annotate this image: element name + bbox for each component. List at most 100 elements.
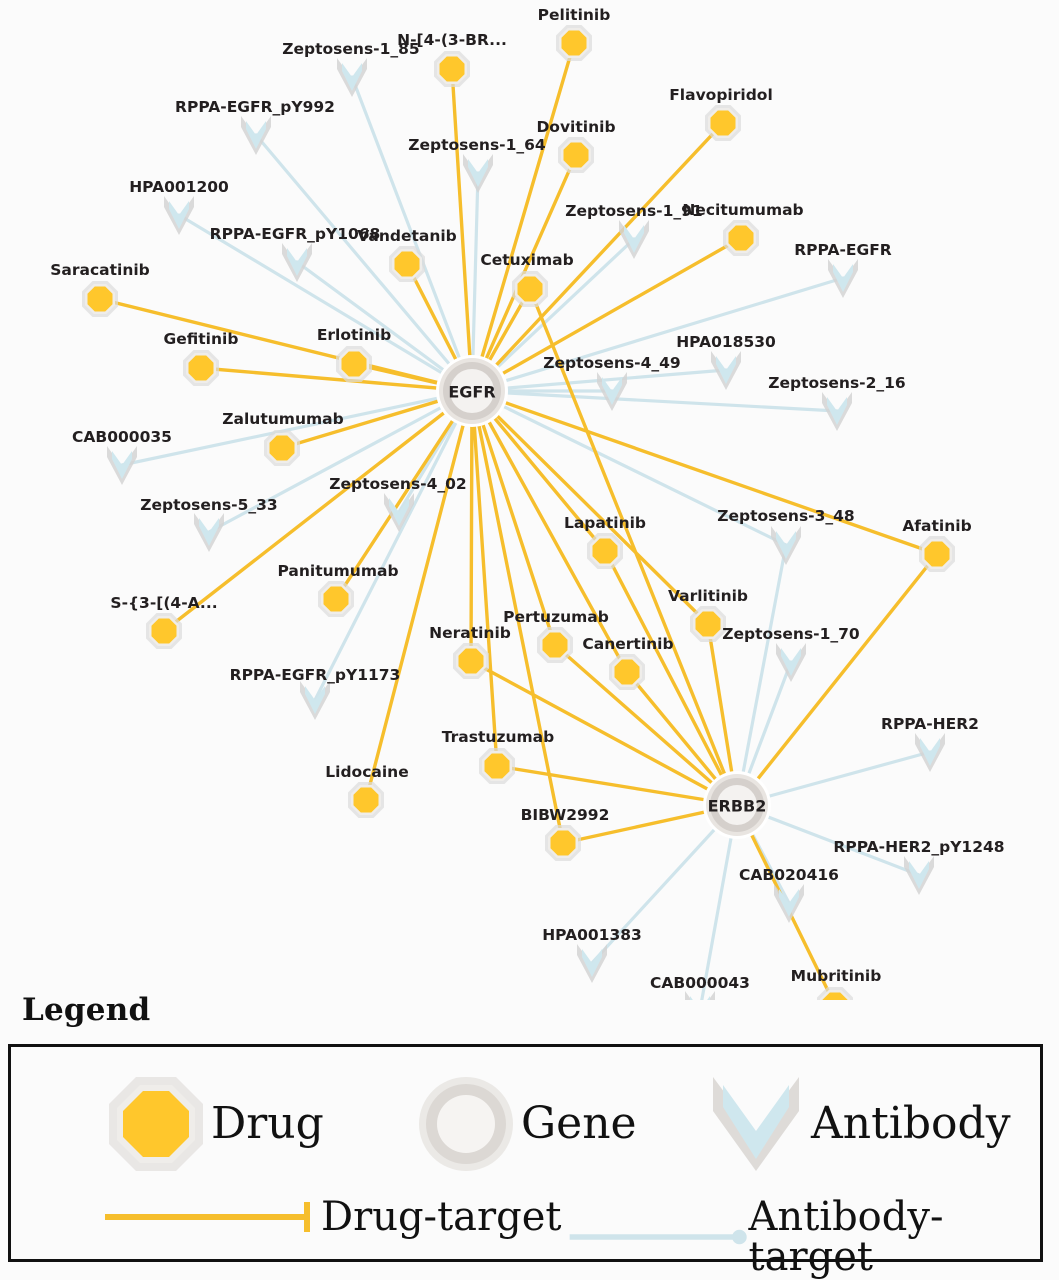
legend-title: Legend xyxy=(22,992,151,1028)
drug-node xyxy=(512,271,548,307)
legend-item-gene: Gene xyxy=(411,1069,637,1179)
antibody-label: HPA001383 xyxy=(542,926,642,944)
drug-node xyxy=(723,220,759,256)
drug-node xyxy=(264,430,300,466)
drug-target-edge xyxy=(470,389,499,768)
drug-node xyxy=(558,137,594,173)
antibody-label: HPA001200 xyxy=(129,178,229,196)
drug-target-edge xyxy=(470,236,743,393)
antibody-node xyxy=(619,220,649,259)
drug-label: Pertuzumab xyxy=(503,608,609,626)
drug-label: Zalutumumab xyxy=(222,410,343,428)
antibody-target-edge xyxy=(470,276,845,393)
drug-label: Erlotinib xyxy=(317,326,391,344)
drug-label: BIBW2992 xyxy=(521,806,610,824)
antibody-label: Zeptosens-4_02 xyxy=(329,475,466,493)
antibody-label: RPPA-HER2 xyxy=(881,715,979,733)
antibody-target-edge xyxy=(700,803,739,1000)
drug-label: Canertinib xyxy=(582,635,673,653)
antibody-node xyxy=(241,116,271,155)
drug-target-edge xyxy=(470,389,939,556)
antibody-node xyxy=(164,196,194,235)
drug-target-edge xyxy=(162,389,474,633)
drug-label: Dovitinib xyxy=(536,118,615,136)
drug-node xyxy=(537,627,573,663)
drug-node xyxy=(919,536,955,572)
drug-node xyxy=(82,281,118,317)
legend-label-drug-target: Drug-target xyxy=(321,1194,562,1240)
drug-label: Varlitinib xyxy=(668,587,748,605)
drug-label: Gefitinib xyxy=(164,330,239,348)
drug-target-edge xyxy=(450,67,474,393)
antibody-target-edge xyxy=(120,389,474,467)
drug-target-edge xyxy=(469,389,474,663)
legend-label-drug: Drug xyxy=(211,1098,324,1149)
drug-target-edge xyxy=(470,389,565,845)
drug-target-edge xyxy=(470,389,710,626)
octagon-icon xyxy=(109,1077,203,1171)
antibody-node xyxy=(107,446,137,485)
antibody-label: RPPA-HER2_pY1248 xyxy=(833,838,1004,856)
drug-node xyxy=(556,25,592,61)
drug-target-edge xyxy=(364,389,474,802)
legend-label-antibody: Antibody xyxy=(811,1098,1011,1149)
drug-label: Mubritinib xyxy=(791,967,882,985)
gene-nodes xyxy=(436,355,771,839)
drug-label: Cetuximab xyxy=(480,251,573,269)
antibody-target-edges xyxy=(120,75,932,1000)
antibody-node xyxy=(904,856,934,895)
antibody-label: RPPA-EGFR_pY992 xyxy=(175,98,335,116)
drug-node xyxy=(587,533,623,569)
antibody-target-edge xyxy=(590,803,739,965)
antibody-label: CAB020416 xyxy=(739,866,839,884)
antibody-node xyxy=(711,351,741,390)
drug-node xyxy=(705,105,741,141)
antibody-target-edge xyxy=(207,389,474,534)
antibody-label: CAB000043 xyxy=(650,974,750,992)
drug-label: Afatinib xyxy=(902,517,971,535)
antibody-node xyxy=(282,243,312,282)
antibody-label: RPPA-EGFR_pY1173 xyxy=(230,666,401,684)
antibody-target-edge xyxy=(313,389,474,702)
drug-target-edge xyxy=(470,121,725,393)
gene-node-erbb2 xyxy=(703,771,771,839)
drug-label: Flavopiridol xyxy=(669,86,773,104)
antibody-label: Zeptosens-3_48 xyxy=(717,507,854,525)
antibody-node xyxy=(774,884,804,923)
legend-box: Drug Gene Antibody xyxy=(8,1044,1043,1277)
antibody-node xyxy=(194,513,224,552)
drug-target-edge xyxy=(199,366,474,393)
legend-item-drug: Drug xyxy=(101,1069,324,1179)
antibody-node xyxy=(300,681,330,720)
antibody-label: HPA018530 xyxy=(676,333,776,351)
antibody-label: Zeptosens-1_64 xyxy=(408,136,546,154)
drug-target-edge xyxy=(470,41,576,393)
drug-target-edge xyxy=(495,764,739,807)
antibody-target-edge xyxy=(295,260,474,393)
antibody-node xyxy=(463,154,493,193)
antibody-label: RPPA-EGFR_pY1068 xyxy=(210,225,381,243)
antibody-label: Zeptosens-5_33 xyxy=(140,496,277,514)
antibody-node xyxy=(828,259,858,298)
drug-target-edge xyxy=(603,549,739,807)
drug-label: Lapatinib xyxy=(564,514,646,532)
network-svg: EGFR ERBB2 Pelitinib N-[4-(3-BR... Flavopiri… xyxy=(50,6,1005,1000)
gene-label: EGFR xyxy=(448,383,495,402)
antibody-node xyxy=(776,643,806,682)
antibody-target-edge xyxy=(470,389,788,547)
drug-node xyxy=(817,987,853,1000)
drug-node xyxy=(318,581,354,617)
drug-label: Panitumumab xyxy=(277,562,398,580)
drug-node xyxy=(348,782,384,818)
donut-circle-icon xyxy=(419,1077,513,1171)
drug-node xyxy=(183,350,219,386)
drug-node xyxy=(609,654,645,690)
drug-node xyxy=(545,825,581,861)
drug-label: Neratinib xyxy=(429,624,511,642)
line-dot-icon xyxy=(569,1229,747,1245)
antibody-label: Zeptosens-1_91 xyxy=(565,202,702,220)
legend-item-drug-target: Drug-target xyxy=(101,1197,561,1237)
antibody-nodes xyxy=(107,58,945,1000)
drug-target-edge xyxy=(528,287,739,807)
antibody-label: Zeptosens-1_85 xyxy=(282,40,419,58)
